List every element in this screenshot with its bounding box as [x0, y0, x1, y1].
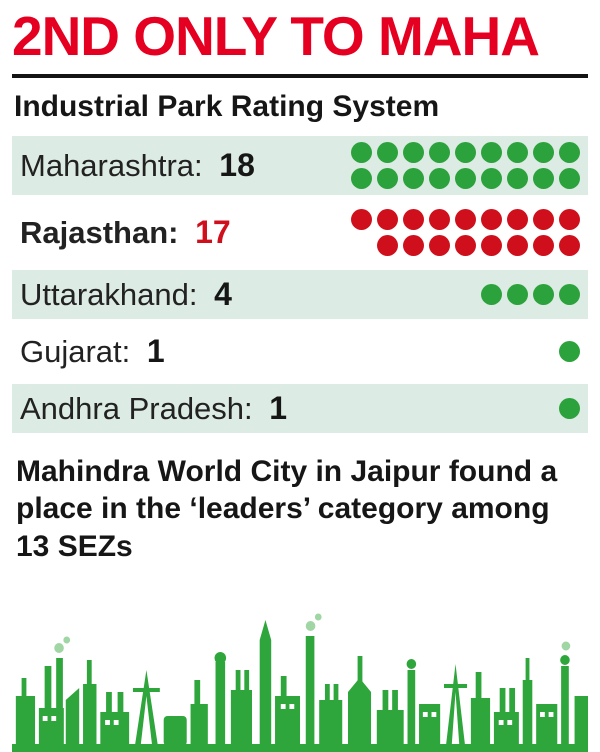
state-value: 4: [214, 275, 232, 312]
rating-row-uttarakhand: Uttarakhand: 4: [12, 269, 588, 319]
dot: [403, 234, 424, 256]
state-value: 1: [269, 389, 288, 426]
footnote-text: Mahindra World City in Jaipur found a pl…: [16, 454, 558, 563]
dot: [455, 167, 476, 189]
dot: [481, 208, 502, 230]
state-value: 17: [195, 213, 231, 250]
dot: [533, 141, 554, 163]
dot: [559, 397, 580, 419]
dot-grid: [559, 340, 580, 362]
dot: [533, 208, 554, 230]
dot: [429, 167, 450, 189]
state-label: Andhra Pradesh: 1: [20, 389, 288, 426]
dot-grid: [481, 283, 580, 305]
dot: [351, 141, 372, 163]
dot-row: [351, 208, 580, 230]
dot: [481, 283, 502, 305]
chart-title: Industrial Park Rating System: [14, 89, 440, 123]
dot-row: [559, 340, 580, 362]
rating-row-gujarat: Gujarat: 1: [12, 327, 588, 376]
dot: [559, 208, 580, 230]
state-label: Uttarakhand: 4: [20, 275, 232, 312]
state-label: Gujarat: 1: [20, 332, 165, 369]
dot: [377, 167, 398, 189]
dot: [455, 234, 476, 256]
state-value: 1: [146, 332, 165, 369]
dot-grid: [351, 141, 580, 189]
dot: [403, 208, 424, 230]
dot: [507, 283, 528, 305]
dot: [377, 208, 398, 230]
dot: [455, 208, 476, 230]
dot: [507, 234, 528, 256]
industrial-skyline-illustration: [12, 600, 588, 752]
dot: [481, 167, 502, 189]
state-label: Maharashtra: 18: [20, 146, 255, 183]
dot: [559, 234, 580, 256]
dot: [429, 141, 450, 163]
dot: [429, 208, 450, 230]
rating-list: Maharashtra: 18 Rajasthan: 17 Uttarakhand:…: [12, 135, 588, 441]
dot: [377, 234, 398, 256]
dot: [481, 234, 502, 256]
dot-row: [559, 397, 580, 419]
dot: [481, 141, 502, 163]
state-value: 18: [219, 146, 255, 183]
dot-row: [351, 141, 580, 163]
dot: [559, 167, 580, 189]
headline: 2ND ONLY TO MAHA: [12, 5, 540, 67]
dot: [377, 141, 398, 163]
dot: [533, 234, 554, 256]
dot-row: [351, 167, 580, 189]
dot: [403, 167, 424, 189]
dot: [351, 167, 372, 189]
dot-row: [377, 234, 580, 256]
dot-grid: [351, 208, 580, 256]
headline-divider: [12, 73, 588, 78]
dot: [559, 340, 580, 362]
dot: [403, 141, 424, 163]
rating-row-rajasthan: Rajasthan: 17: [12, 203, 588, 262]
state-label: Rajasthan: 17: [20, 213, 231, 250]
dot: [533, 283, 554, 305]
dot: [559, 283, 580, 305]
dot: [429, 234, 450, 256]
rating-row-maharashtra: Maharashtra: 18: [12, 135, 588, 195]
dot: [507, 167, 528, 189]
dot-row: [481, 283, 580, 305]
dot: [533, 167, 554, 189]
dot: [559, 141, 580, 163]
dot-grid: [559, 397, 580, 419]
dot: [455, 141, 476, 163]
dot: [507, 208, 528, 230]
dot: [351, 208, 372, 230]
dot: [507, 141, 528, 163]
rating-row-andhra-pradesh: Andhra Pradesh: 1: [12, 383, 588, 433]
